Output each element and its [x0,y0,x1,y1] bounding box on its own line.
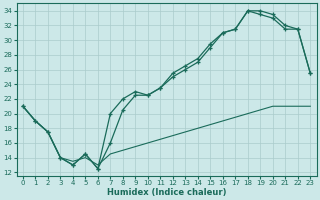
X-axis label: Humidex (Indice chaleur): Humidex (Indice chaleur) [107,188,226,197]
